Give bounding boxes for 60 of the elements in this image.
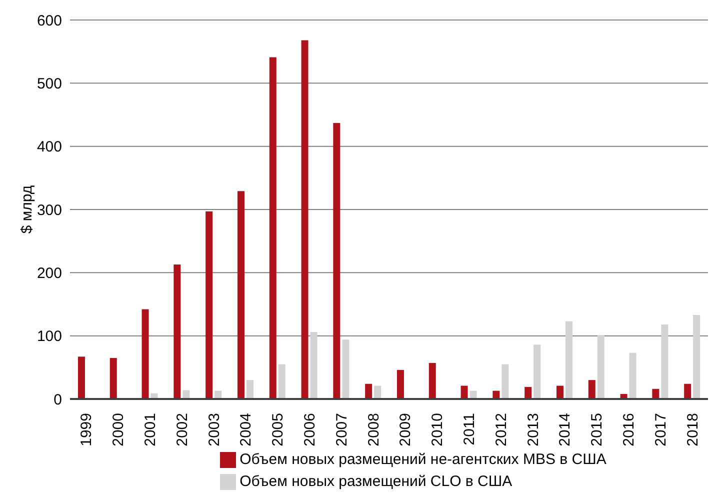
x-tick-label: 2001 xyxy=(142,413,159,446)
x-tick-label: 2013 xyxy=(524,413,542,446)
bar xyxy=(661,324,668,399)
y-axis-title: $ млрд xyxy=(18,185,36,234)
bar xyxy=(142,309,149,399)
y-tick-label: 500 xyxy=(36,75,62,92)
x-tick-label: 2007 xyxy=(333,413,350,446)
y-tick-label: 400 xyxy=(36,138,62,156)
y-tick-label: 600 xyxy=(36,12,62,30)
y-tick-label: 100 xyxy=(36,328,62,346)
bar xyxy=(428,362,436,399)
legend-label: Объем новых размещений не-агентских MBS в США xyxy=(240,451,606,468)
bar xyxy=(565,321,572,399)
x-tick-label: 2014 xyxy=(556,413,574,446)
legend-label: Объем новых размещений CLO в США xyxy=(240,473,512,490)
bar xyxy=(693,314,700,399)
x-tick-label: 2017 xyxy=(652,413,670,446)
bar xyxy=(629,352,636,399)
bar xyxy=(246,380,254,399)
bar xyxy=(597,335,604,399)
bar xyxy=(365,384,372,399)
bar xyxy=(684,384,692,399)
x-tick-label: 2006 xyxy=(302,413,318,446)
x-tick-label: 2002 xyxy=(174,413,191,446)
x-tick-label: 2009 xyxy=(397,413,414,446)
bar xyxy=(588,380,596,399)
bar xyxy=(333,122,340,399)
x-tick-label: 2016 xyxy=(620,413,638,446)
bar xyxy=(310,332,318,399)
bar xyxy=(301,40,308,399)
x-tick-label: 2011 xyxy=(461,413,478,446)
y-tick-label: 200 xyxy=(36,264,62,282)
bar xyxy=(534,344,541,399)
bar xyxy=(278,364,286,399)
bar xyxy=(237,191,244,399)
bar xyxy=(374,386,382,399)
x-tick-label: 2012 xyxy=(492,413,510,446)
x-tick-label: 2010 xyxy=(429,413,446,446)
bar xyxy=(460,386,468,399)
x-tick-label: 2008 xyxy=(365,413,382,446)
x-tick-label: 2018 xyxy=(684,413,702,446)
bar xyxy=(182,390,190,399)
bar xyxy=(502,364,509,399)
bar xyxy=(342,340,350,399)
x-tick-label: 2000 xyxy=(110,413,128,446)
x-tick-label: 2003 xyxy=(206,413,223,446)
x-tick-label: 2005 xyxy=(270,413,287,446)
bar xyxy=(110,358,117,399)
bar xyxy=(556,386,564,399)
bar xyxy=(174,264,181,399)
x-tick-label: 2015 xyxy=(588,413,606,446)
bar xyxy=(269,57,276,399)
bar xyxy=(396,370,404,399)
x-tick-label: 1999 xyxy=(78,413,96,446)
x-tick-label: 2004 xyxy=(238,413,255,446)
bar xyxy=(78,356,85,399)
bar xyxy=(524,387,532,399)
y-tick-label: 300 xyxy=(36,202,62,219)
bar xyxy=(206,211,213,399)
y-tick-label: 0 xyxy=(54,391,62,408)
